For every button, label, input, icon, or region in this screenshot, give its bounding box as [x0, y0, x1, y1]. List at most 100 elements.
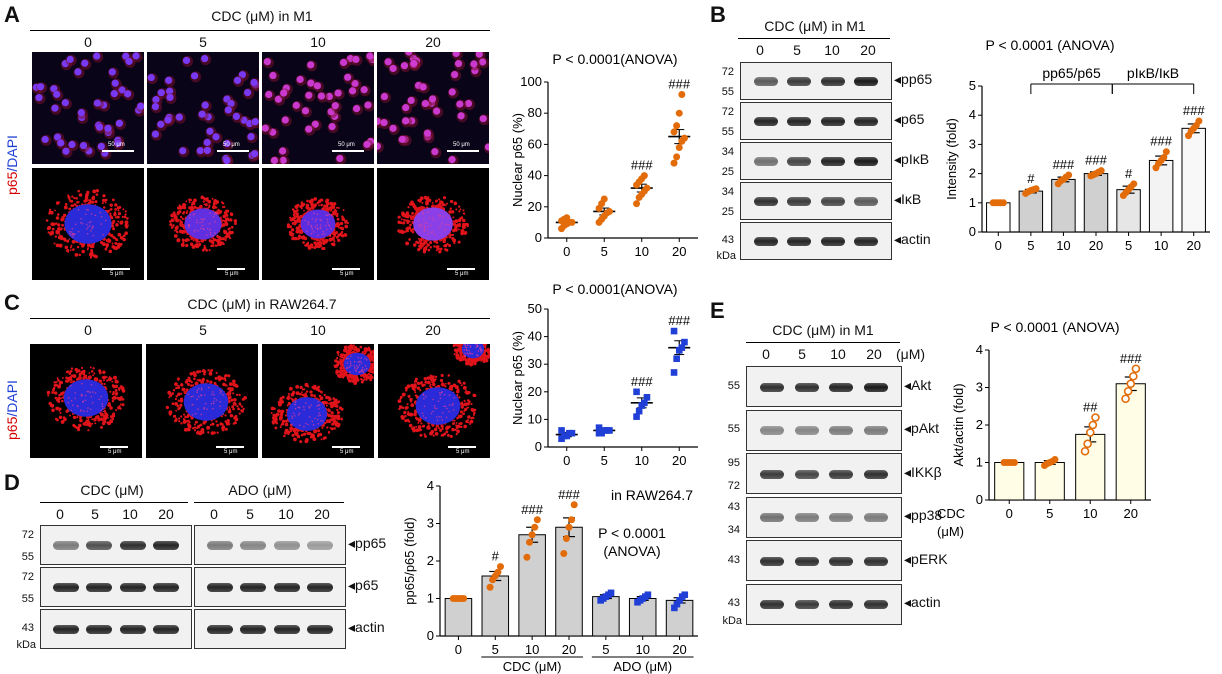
p65-speckle: [211, 240, 214, 243]
p65-speckle: [120, 220, 124, 224]
nuclear-speckle: [422, 393, 425, 395]
p65-speckle: [67, 379, 70, 383]
nuclear-speckle: [308, 407, 311, 409]
p65-speckle: [221, 426, 225, 430]
p65-speckle: [55, 230, 60, 235]
nuclear-speckle: [80, 217, 82, 220]
protein-band: [52, 625, 79, 634]
p65-speckle: [182, 413, 186, 416]
nuclear-speckle: [196, 389, 198, 392]
p65-speckle: [445, 248, 449, 252]
p65-stain-label: p65: [4, 171, 20, 195]
p65-speckle: [87, 375, 92, 380]
significance-mark: ###: [521, 502, 543, 517]
p65-speckle: [433, 427, 438, 432]
cell-nucleus: [279, 156, 287, 164]
p65-speckle: [230, 225, 234, 229]
p65-speckle: [371, 359, 374, 362]
protein-band: [787, 117, 812, 126]
p65-speckle: [100, 425, 103, 429]
nuclear-speckle: [187, 393, 189, 395]
cell-nucleus: [402, 104, 410, 112]
p65-speckle: [476, 359, 479, 362]
scale-label: 5 μm: [224, 449, 238, 455]
nuclear-speckle: [468, 352, 471, 354]
data-point: [673, 122, 681, 130]
cell-nucleus: [419, 83, 427, 91]
nuclear-speckle: [297, 406, 299, 409]
nuclear-speckle: [434, 407, 436, 409]
nuclear-speckle: [330, 214, 333, 217]
nuclear-speckle: [67, 397, 70, 399]
x-tick-label: 5: [1027, 238, 1034, 253]
p65-speckle: [192, 371, 196, 375]
panel-a-dose-10: 10: [310, 34, 326, 50]
p65-speckle: [61, 215, 64, 218]
nuclear-speckle: [306, 230, 308, 233]
p65-speckle: [325, 395, 329, 400]
p65-speckle: [278, 401, 283, 405]
p65-speckle: [462, 209, 465, 212]
p65-speckle: [207, 369, 210, 372]
p65-speckle: [234, 421, 237, 425]
p65-speckle: [330, 202, 333, 206]
nuclear-speckle: [209, 229, 211, 231]
p65-speckle: [275, 421, 279, 425]
p65-speckle: [109, 377, 113, 381]
nuclear-speckle: [310, 232, 313, 235]
p65-speckle: [429, 383, 432, 386]
protein-band: [760, 469, 785, 479]
cell-nucleus: [313, 82, 322, 90]
nuclear-speckle: [81, 382, 83, 385]
panel-e-header: CDC (μM) in M1: [772, 322, 874, 338]
p65-speckle: [363, 349, 367, 353]
cell-nucleus: [114, 139, 122, 148]
nuclear-speckle: [429, 224, 432, 227]
nuclear-speckle: [295, 400, 297, 403]
p65-speckle: [335, 369, 339, 373]
p65-speckle: [184, 415, 187, 419]
x-tick-label: 10: [1056, 238, 1070, 253]
bar: [1034, 462, 1065, 501]
p65-speckle: [300, 203, 304, 208]
p65-speckle: [45, 219, 49, 222]
p65-speckle: [423, 433, 426, 436]
data-point: [570, 501, 578, 509]
micrograph-confocal: 5 μm: [378, 344, 490, 458]
nuclear-speckle: [74, 397, 76, 400]
p65-speckle: [414, 391, 417, 394]
p65-speckle: [400, 230, 405, 235]
p65-speckle: [232, 392, 235, 395]
p65-speckle: [369, 378, 373, 382]
p65-speckle: [416, 386, 421, 390]
p65-speckle: [322, 239, 326, 243]
p65-speckle: [328, 237, 333, 242]
protein-band: [854, 157, 879, 166]
cell-nucleus: [157, 89, 165, 97]
p65-speckle: [84, 376, 87, 379]
p65-speckle: [85, 192, 89, 197]
p65-speckle: [294, 211, 297, 214]
p65-speckle: [357, 349, 360, 353]
p65-speckle: [313, 197, 318, 201]
significance-mark: ###: [1120, 351, 1142, 366]
dose-label: 0: [756, 42, 764, 58]
p65-speckle: [313, 429, 317, 433]
nuclear-speckle: [216, 234, 219, 237]
blot-label-1: ◂p65: [894, 111, 925, 127]
p65-speckle: [416, 381, 420, 385]
data-point: [560, 550, 568, 557]
p65-speckle: [284, 414, 288, 417]
p65-speckle: [57, 223, 61, 227]
cell-nucleus: [41, 135, 49, 144]
p65-speckle: [192, 246, 195, 249]
p65-speckle: [420, 422, 423, 425]
dose-label: 10: [824, 42, 840, 58]
p65-speckle: [183, 391, 187, 394]
p65-speckle: [206, 380, 209, 383]
p65-speckle: [230, 398, 234, 402]
p65-speckle: [319, 396, 324, 401]
cell-nucleus: [152, 96, 160, 104]
p65-speckle: [78, 377, 81, 380]
p65-speckle: [203, 370, 207, 374]
